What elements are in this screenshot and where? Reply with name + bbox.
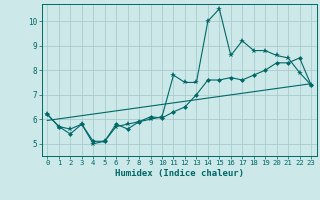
X-axis label: Humidex (Indice chaleur): Humidex (Indice chaleur) — [115, 169, 244, 178]
